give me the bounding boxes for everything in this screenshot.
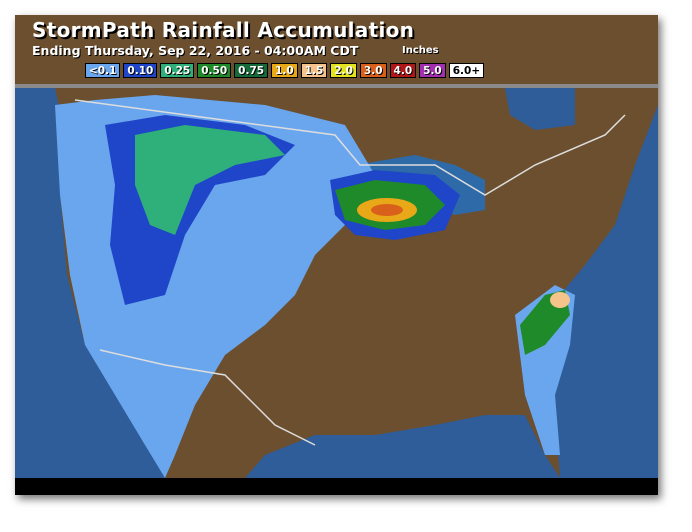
map-subtitle: Ending Thursday, Sep 22, 2016 - 04:00AM … — [32, 43, 359, 58]
precip-heavy-east — [550, 292, 570, 308]
header-divider — [15, 84, 658, 88]
legend-swatch: 5.0 — [419, 63, 446, 78]
legend-swatch: 0.50 — [197, 63, 232, 78]
legend: <0.1 0.10 0.25 0.50 0.75 1.0 1.5 2.0 3.0 4.0 5.0 6.… — [85, 63, 485, 78]
legend-swatch: 0.75 — [234, 63, 269, 78]
legend-swatch: 6.0+ — [448, 63, 485, 78]
legend-swatch: 1.5 — [300, 63, 328, 78]
legend-swatch: 0.10 — [123, 63, 158, 78]
legend-swatch: 2.0 — [330, 63, 357, 78]
legend-swatch: 3.0 — [359, 63, 387, 78]
map-canvas — [15, 15, 658, 495]
units-label: Inches — [402, 45, 439, 56]
legend-swatch: 1.0 — [271, 63, 298, 78]
country-border — [74, 99, 626, 196]
precip-green — [135, 125, 285, 235]
hudson-bay — [505, 88, 575, 130]
legend-swatch: 0.25 — [160, 63, 195, 78]
atlantic-ocean — [530, 105, 658, 478]
legend-swatch: 4.0 — [389, 63, 417, 78]
mexico-border — [99, 349, 316, 446]
map-title: StormPath Rainfall Accumulation — [32, 18, 415, 42]
rainfall-map: StormPath Rainfall Accumulation Ending T… — [15, 15, 658, 495]
pacific-ocean — [15, 88, 165, 478]
bottom-bar — [15, 478, 658, 495]
legend-swatch: <0.1 — [85, 63, 121, 78]
precip-heavier — [371, 204, 403, 216]
gulf-of-mexico — [245, 415, 560, 478]
